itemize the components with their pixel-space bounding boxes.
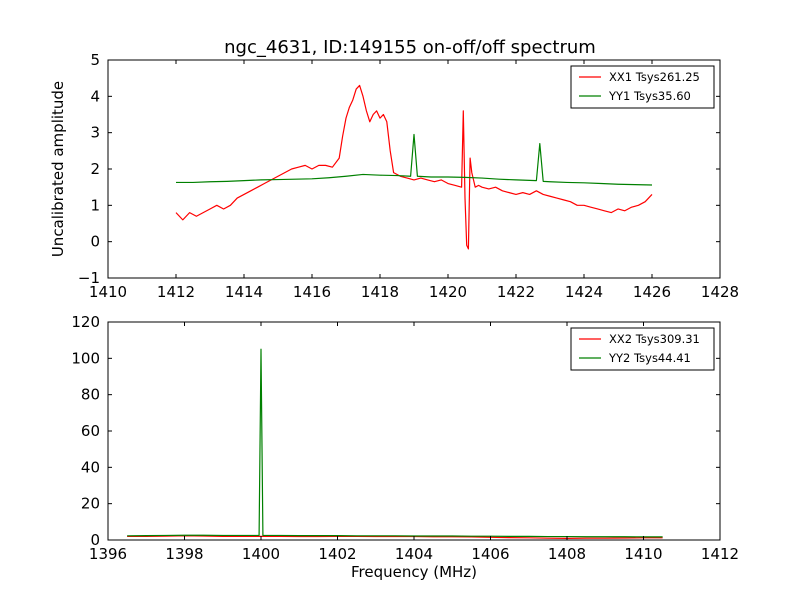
top-x-tick-label: 1410 — [89, 283, 127, 301]
top-x-tick-label: 1422 — [497, 283, 535, 301]
bottom-spectrum-panel: 1396 1398 1400 1402 1404 1406 1408 1410 1412 0 20 4… — [71, 313, 739, 581]
bottom-legend-box — [570, 327, 715, 371]
top-x-tick-label: 1418 — [361, 283, 399, 301]
top-y-tick-label: 1 — [90, 196, 100, 214]
top-legend-label-0: XX1 Tsys261.25 — [609, 70, 700, 84]
top-x-tick-label: 1424 — [565, 283, 603, 301]
bottom-x-tick-label: 1412 — [701, 545, 739, 563]
top-x-tick-label: 1412 — [157, 283, 195, 301]
top-spectrum-panel: 1410 1412 1414 1416 1418 1420 1422 1424 1426 1428… — [49, 51, 739, 301]
top-series-line-1 — [176, 133, 653, 186]
top-series-group — [175, 84, 653, 250]
bottom-x-tick-label: 1396 — [89, 545, 127, 563]
bottom-x-tick-label: 1408 — [548, 545, 586, 563]
bottom-x-tick-label: 1410 — [624, 545, 662, 563]
bottom-y-tick-label: 100 — [71, 349, 100, 367]
top-x-tick-label: 1420 — [429, 283, 467, 301]
top-y-tick-label: 5 — [90, 51, 100, 69]
top-x-tick-label: 1416 — [293, 283, 331, 301]
top-x-tick-label: 1426 — [633, 283, 671, 301]
bottom-x-tick-label: 1402 — [318, 545, 356, 563]
bottom-legend-label-1: YY2 Tsys44.41 — [608, 351, 691, 365]
top-x-tick-label: 1414 — [225, 283, 263, 301]
top-legend-box — [570, 65, 715, 109]
top-legend-label-1: YY1 Tsys35.60 — [608, 89, 691, 103]
top-y-tick-label: 0 — [90, 233, 100, 251]
top-y-tick-label: 4 — [90, 87, 100, 105]
top-y-tick-label: 3 — [90, 124, 100, 142]
bottom-legend-label-0: XX2 Tsys309.31 — [609, 332, 700, 346]
bottom-x-tick-label: 1400 — [242, 545, 280, 563]
top-y-tick-label: 2 — [90, 160, 100, 178]
bottom-x-axis-label: Frequency (MHz) — [351, 563, 477, 581]
bottom-y-tick-label: 60 — [81, 422, 100, 440]
bottom-x-tick-label: 1406 — [471, 545, 509, 563]
bottom-series-line-0 — [127, 535, 663, 539]
top-y-axis-label: Uncalibrated amplitude — [49, 81, 67, 257]
top-y-tick-label: −1 — [78, 269, 100, 287]
bottom-y-tick-label: 120 — [71, 313, 100, 331]
bottom-y-tick-label: 0 — [90, 531, 100, 549]
top-x-tick-label: 1428 — [701, 283, 739, 301]
bottom-y-tick-label: 80 — [81, 386, 100, 404]
bottom-y-tick-label: 20 — [81, 495, 100, 513]
bottom-y-tick-label: 40 — [81, 458, 100, 476]
top-plot-title: ngc_4631, ID:149155 on-off/off spectrum — [224, 37, 596, 58]
bottom-x-tick-label: 1404 — [395, 545, 433, 563]
bottom-x-tick-label: 1398 — [165, 545, 203, 563]
